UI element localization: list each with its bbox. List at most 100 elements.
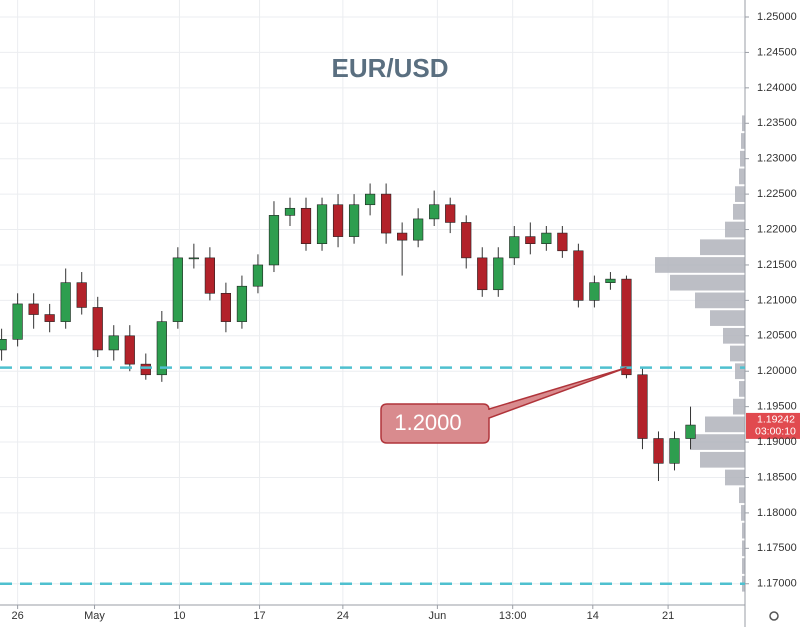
- candle-body: [477, 257, 488, 291]
- chart-title: EUR/USD: [331, 53, 448, 83]
- candle-body: [493, 257, 504, 291]
- candle-body: [188, 257, 199, 260]
- candle-body: [348, 204, 360, 237]
- volume-bar: [742, 558, 745, 574]
- candle-body: [429, 204, 440, 220]
- callout-box: [380, 366, 627, 444]
- candle-body: [669, 438, 680, 464]
- x-tick-label: 14: [587, 610, 599, 622]
- volume-bar: [733, 398, 745, 415]
- candle-body: [589, 282, 600, 301]
- x-tick-label: Jun: [429, 610, 447, 622]
- candle-body: [509, 236, 520, 259]
- callout-text: 1.2000: [394, 410, 461, 435]
- volume-bar: [733, 203, 745, 220]
- y-tick-label: 1.17000: [757, 578, 797, 590]
- volume-bar: [742, 522, 745, 539]
- candle-body: [381, 193, 392, 234]
- candle-body: [220, 292, 232, 322]
- y-tick-label: 1.23500: [757, 117, 797, 129]
- volume-bar: [695, 292, 745, 309]
- candle-body: [445, 204, 456, 223]
- candle-body: [172, 257, 183, 322]
- candle-body: [364, 193, 376, 206]
- candle-body: [156, 321, 167, 376]
- x-tick-label: 10: [173, 610, 185, 622]
- candle-body: [541, 232, 552, 245]
- x-tick-label: 17: [253, 610, 265, 622]
- volume-bar: [740, 150, 745, 167]
- volume-bar: [735, 186, 745, 202]
- y-tick-label: 1.18500: [757, 471, 797, 483]
- volume-profile: [655, 115, 745, 592]
- candle-body: [300, 207, 312, 245]
- volume-bar: [735, 363, 745, 380]
- x-tick-label: 21: [662, 610, 674, 622]
- y-tick-label: 1.20500: [757, 330, 797, 342]
- y-tick-label: 1.24500: [757, 46, 797, 58]
- candle-body: [28, 303, 39, 315]
- y-tick-label: 1.17500: [757, 542, 797, 554]
- volume-bar: [670, 274, 745, 291]
- volume-bar: [725, 221, 745, 238]
- y-tick-label: 1.23000: [757, 153, 797, 165]
- x-tick-label: 26: [11, 610, 23, 622]
- candles: [0, 183, 696, 482]
- candle-body: [653, 438, 664, 464]
- candle-body: [573, 250, 584, 301]
- candle-body: [12, 303, 23, 340]
- volume-bar: [710, 310, 745, 326]
- candle-body: [397, 232, 408, 241]
- volume-bar: [742, 115, 745, 132]
- y-tick-label: 1.20000: [757, 365, 797, 377]
- volume-bar: [655, 257, 745, 273]
- candle-body: [204, 257, 215, 294]
- y-tick-label: 1.18000: [757, 507, 797, 519]
- y-tick-label: 1.19000: [757, 436, 797, 448]
- settings-icon: [769, 611, 779, 621]
- volume-bar: [741, 505, 745, 521]
- candle-body: [525, 236, 536, 245]
- volume-bar: [690, 434, 745, 450]
- candle-body: [685, 424, 696, 439]
- candle-body: [621, 278, 632, 376]
- volume-bar: [725, 469, 745, 486]
- candle-body: [0, 339, 7, 351]
- x-tick-label: May: [84, 610, 105, 622]
- y-tick-label: 1.24000: [757, 82, 797, 94]
- x-tick-label: 24: [337, 610, 349, 622]
- volume-bar: [700, 239, 745, 256]
- candle-body: [108, 335, 119, 351]
- candle-body: [236, 285, 248, 322]
- candle-body: [44, 314, 55, 322]
- candle-body: [60, 282, 71, 322]
- volume-bar: [700, 451, 745, 468]
- volume-bar: [739, 487, 745, 504]
- candle-body: [413, 218, 424, 241]
- candle-body: [124, 335, 135, 365]
- volume-bar: [730, 345, 745, 362]
- candle-body: [637, 374, 648, 439]
- volume-bar: [705, 416, 745, 433]
- countdown: 03:00:10: [755, 426, 796, 438]
- y-tick-label: 1.21500: [757, 259, 797, 271]
- candle-body: [252, 264, 264, 287]
- candle-body: [92, 307, 103, 351]
- y-tick-label: 1.21000: [757, 294, 797, 306]
- candle-body: [268, 215, 280, 266]
- last-price-box: [746, 412, 800, 439]
- last-price-label: 1.19242: [757, 414, 795, 426]
- candle-body: [316, 204, 328, 245]
- candle-body: [605, 278, 616, 283]
- x-tick-label: 13:00: [499, 610, 527, 622]
- y-tick-label: 1.25000: [757, 11, 797, 23]
- y-tick-label: 1.22000: [757, 223, 797, 235]
- candle-body: [332, 204, 344, 237]
- volume-bar: [739, 168, 745, 185]
- volume-bar: [741, 133, 745, 149]
- candle-body: [461, 222, 472, 259]
- y-tick-label: 1.19500: [757, 401, 797, 413]
